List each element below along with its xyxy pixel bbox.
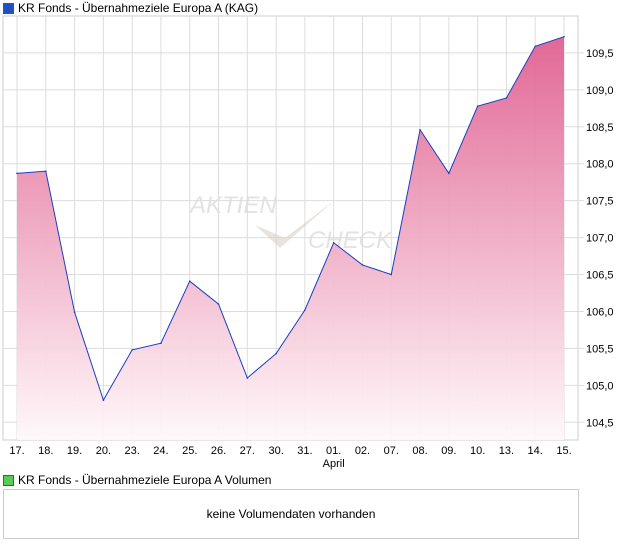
data-point: [419, 128, 421, 131]
y-tick-label: 108,0: [586, 159, 614, 171]
data-point: [188, 280, 191, 282]
x-tick-label: 26.: [211, 445, 226, 457]
data-point: [217, 303, 220, 305]
x-tick-label: 14.: [528, 445, 543, 457]
data-point: [390, 273, 393, 276]
x-tick-label: 07.: [384, 445, 399, 457]
y-tick-label: 104,5: [586, 417, 614, 429]
x-tick-label: 20.: [96, 445, 111, 457]
x-tick-label: 23.: [125, 445, 140, 457]
x-tick-label: 15.: [556, 445, 571, 457]
data-point: [160, 342, 162, 345]
data-point: [275, 352, 277, 355]
data-point: [332, 241, 335, 244]
x-tick-label: 01.: [326, 445, 341, 457]
chart-legend: KR Fonds - Übernahmeziele Europa A (KAG): [3, 1, 258, 15]
data-point: [448, 172, 450, 175]
x-tick-label: 19.: [67, 445, 82, 457]
x-tick-label: 13.: [499, 445, 514, 457]
data-point: [246, 377, 249, 379]
watermark-aktien: AKTIEN: [188, 192, 277, 219]
data-point: [131, 349, 133, 351]
price-area: [17, 36, 564, 441]
data-point: [102, 399, 105, 401]
data-point: [534, 45, 537, 48]
volume-title: KR Fonds - Übernahmeziele Europa A Volum…: [18, 473, 272, 487]
volume-panel: keine Volumendaten vorhanden: [3, 489, 579, 539]
price-line: [16, 36, 565, 402]
volume-swatch: [3, 474, 14, 486]
data-point: [304, 309, 306, 311]
x-tick-label: 08.: [412, 445, 427, 457]
y-tick-label: 105,0: [586, 380, 614, 392]
series-swatch: [3, 2, 14, 14]
y-tick-label: 107,5: [586, 196, 614, 208]
data-point: [505, 97, 508, 99]
y-tick-label: 105,5: [586, 343, 614, 355]
month-label: April: [323, 458, 345, 470]
x-tick-label: 02.: [355, 445, 370, 457]
y-tick-label: 106,5: [586, 270, 614, 282]
watermark-check-mark: [255, 200, 335, 248]
y-tick-label: 106,0: [586, 306, 614, 318]
watermark-check: CHECK: [308, 227, 393, 254]
y-tick-label: 109,5: [586, 48, 614, 60]
x-tick-label: 10.: [470, 445, 485, 457]
chart-title: KR Fonds - Übernahmeziele Europa A (KAG): [18, 1, 259, 15]
x-tick-label: 09.: [441, 445, 456, 457]
x-tick-label: 24.: [153, 445, 168, 457]
x-tick-label: 18.: [38, 445, 53, 457]
x-tick-label: 31.: [297, 445, 312, 457]
x-tick-label: 17.: [9, 445, 24, 457]
x-tick-label: 30.: [268, 445, 283, 457]
data-point: [44, 170, 47, 172]
data-point: [476, 105, 479, 107]
volume-message: keine Volumendaten vorhanden: [206, 507, 376, 521]
data-point: [563, 35, 565, 38]
x-tick-label: 27.: [240, 445, 255, 457]
data-point: [16, 172, 18, 175]
volume-legend: KR Fonds - Übernahmeziele Europa A Volum…: [3, 473, 271, 487]
y-tick-label: 107,0: [586, 233, 614, 245]
x-tick-label: 25.: [182, 445, 197, 457]
data-point: [73, 311, 76, 314]
price-chart: 104,5 105,0 105,5 106,0 106,5 107,0 107,5 108,0…: [2, 15, 614, 470]
y-tick-label: 108,5: [586, 122, 614, 134]
data-point: [361, 264, 364, 266]
y-tick-label: 109,0: [586, 85, 614, 97]
